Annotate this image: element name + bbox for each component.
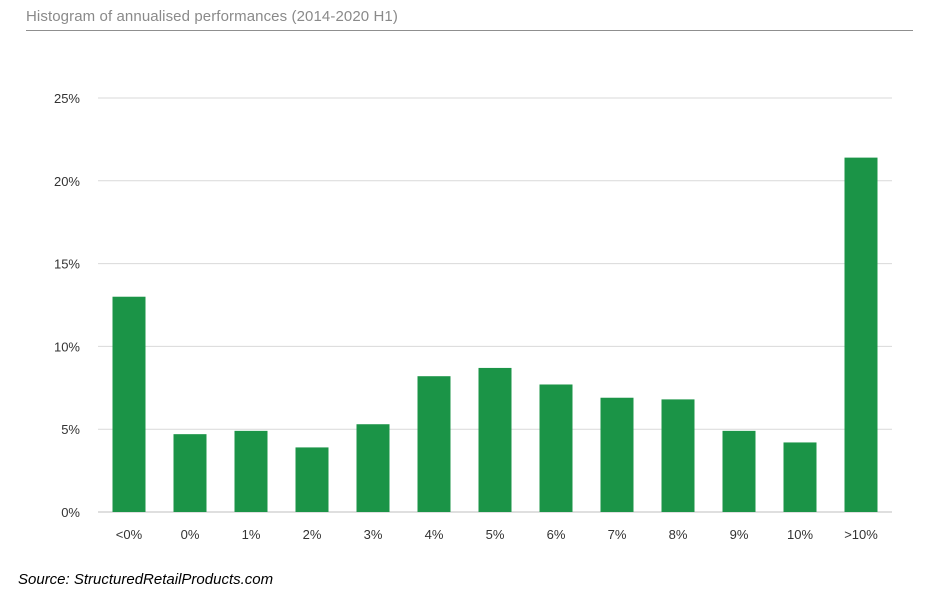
x-tick-label: 1% — [242, 527, 261, 542]
y-tick-label: 25% — [54, 91, 80, 106]
y-tick-label: 10% — [54, 339, 80, 354]
bar — [295, 447, 329, 512]
y-axis-ticks: 0% 5% 10% 15% 20% 25% — [54, 91, 80, 520]
bar — [356, 424, 390, 512]
x-tick-label: 0% — [181, 527, 200, 542]
x-tick-label: 9% — [730, 527, 749, 542]
x-tick-label: 6% — [547, 527, 566, 542]
y-tick-label: 15% — [54, 257, 80, 272]
x-tick-label: 7% — [608, 527, 627, 542]
bar — [478, 367, 512, 512]
y-tick-label: 5% — [61, 422, 80, 437]
chart-title: Histogram of annualised performances (20… — [26, 8, 398, 25]
x-tick-label: 10% — [787, 527, 813, 542]
bar — [417, 376, 451, 512]
bar — [173, 434, 207, 512]
x-axis-ticks: <0% 0% 1% 2% 3% 4% 5% 6% 7% 8% 9% 10% >10% — [116, 527, 878, 542]
title-divider — [26, 30, 913, 31]
bar — [112, 296, 146, 512]
x-tick-label: >10% — [844, 527, 878, 542]
x-tick-label: 4% — [425, 527, 444, 542]
bar — [722, 430, 756, 512]
source-note: Source: StructuredRetailProducts.com — [18, 571, 274, 588]
x-tick-label: 8% — [669, 527, 688, 542]
bar — [661, 399, 695, 512]
y-tick-label: 20% — [54, 174, 80, 189]
x-tick-label: 2% — [303, 527, 322, 542]
bar — [234, 430, 268, 512]
x-tick-label: 3% — [364, 527, 383, 542]
x-tick-label: 5% — [486, 527, 505, 542]
x-tick-label: <0% — [116, 527, 143, 542]
bar — [783, 442, 817, 512]
y-tick-label: 0% — [61, 505, 80, 520]
bar — [844, 157, 878, 512]
bars — [112, 157, 878, 512]
bar — [600, 397, 634, 512]
bar — [539, 384, 573, 512]
